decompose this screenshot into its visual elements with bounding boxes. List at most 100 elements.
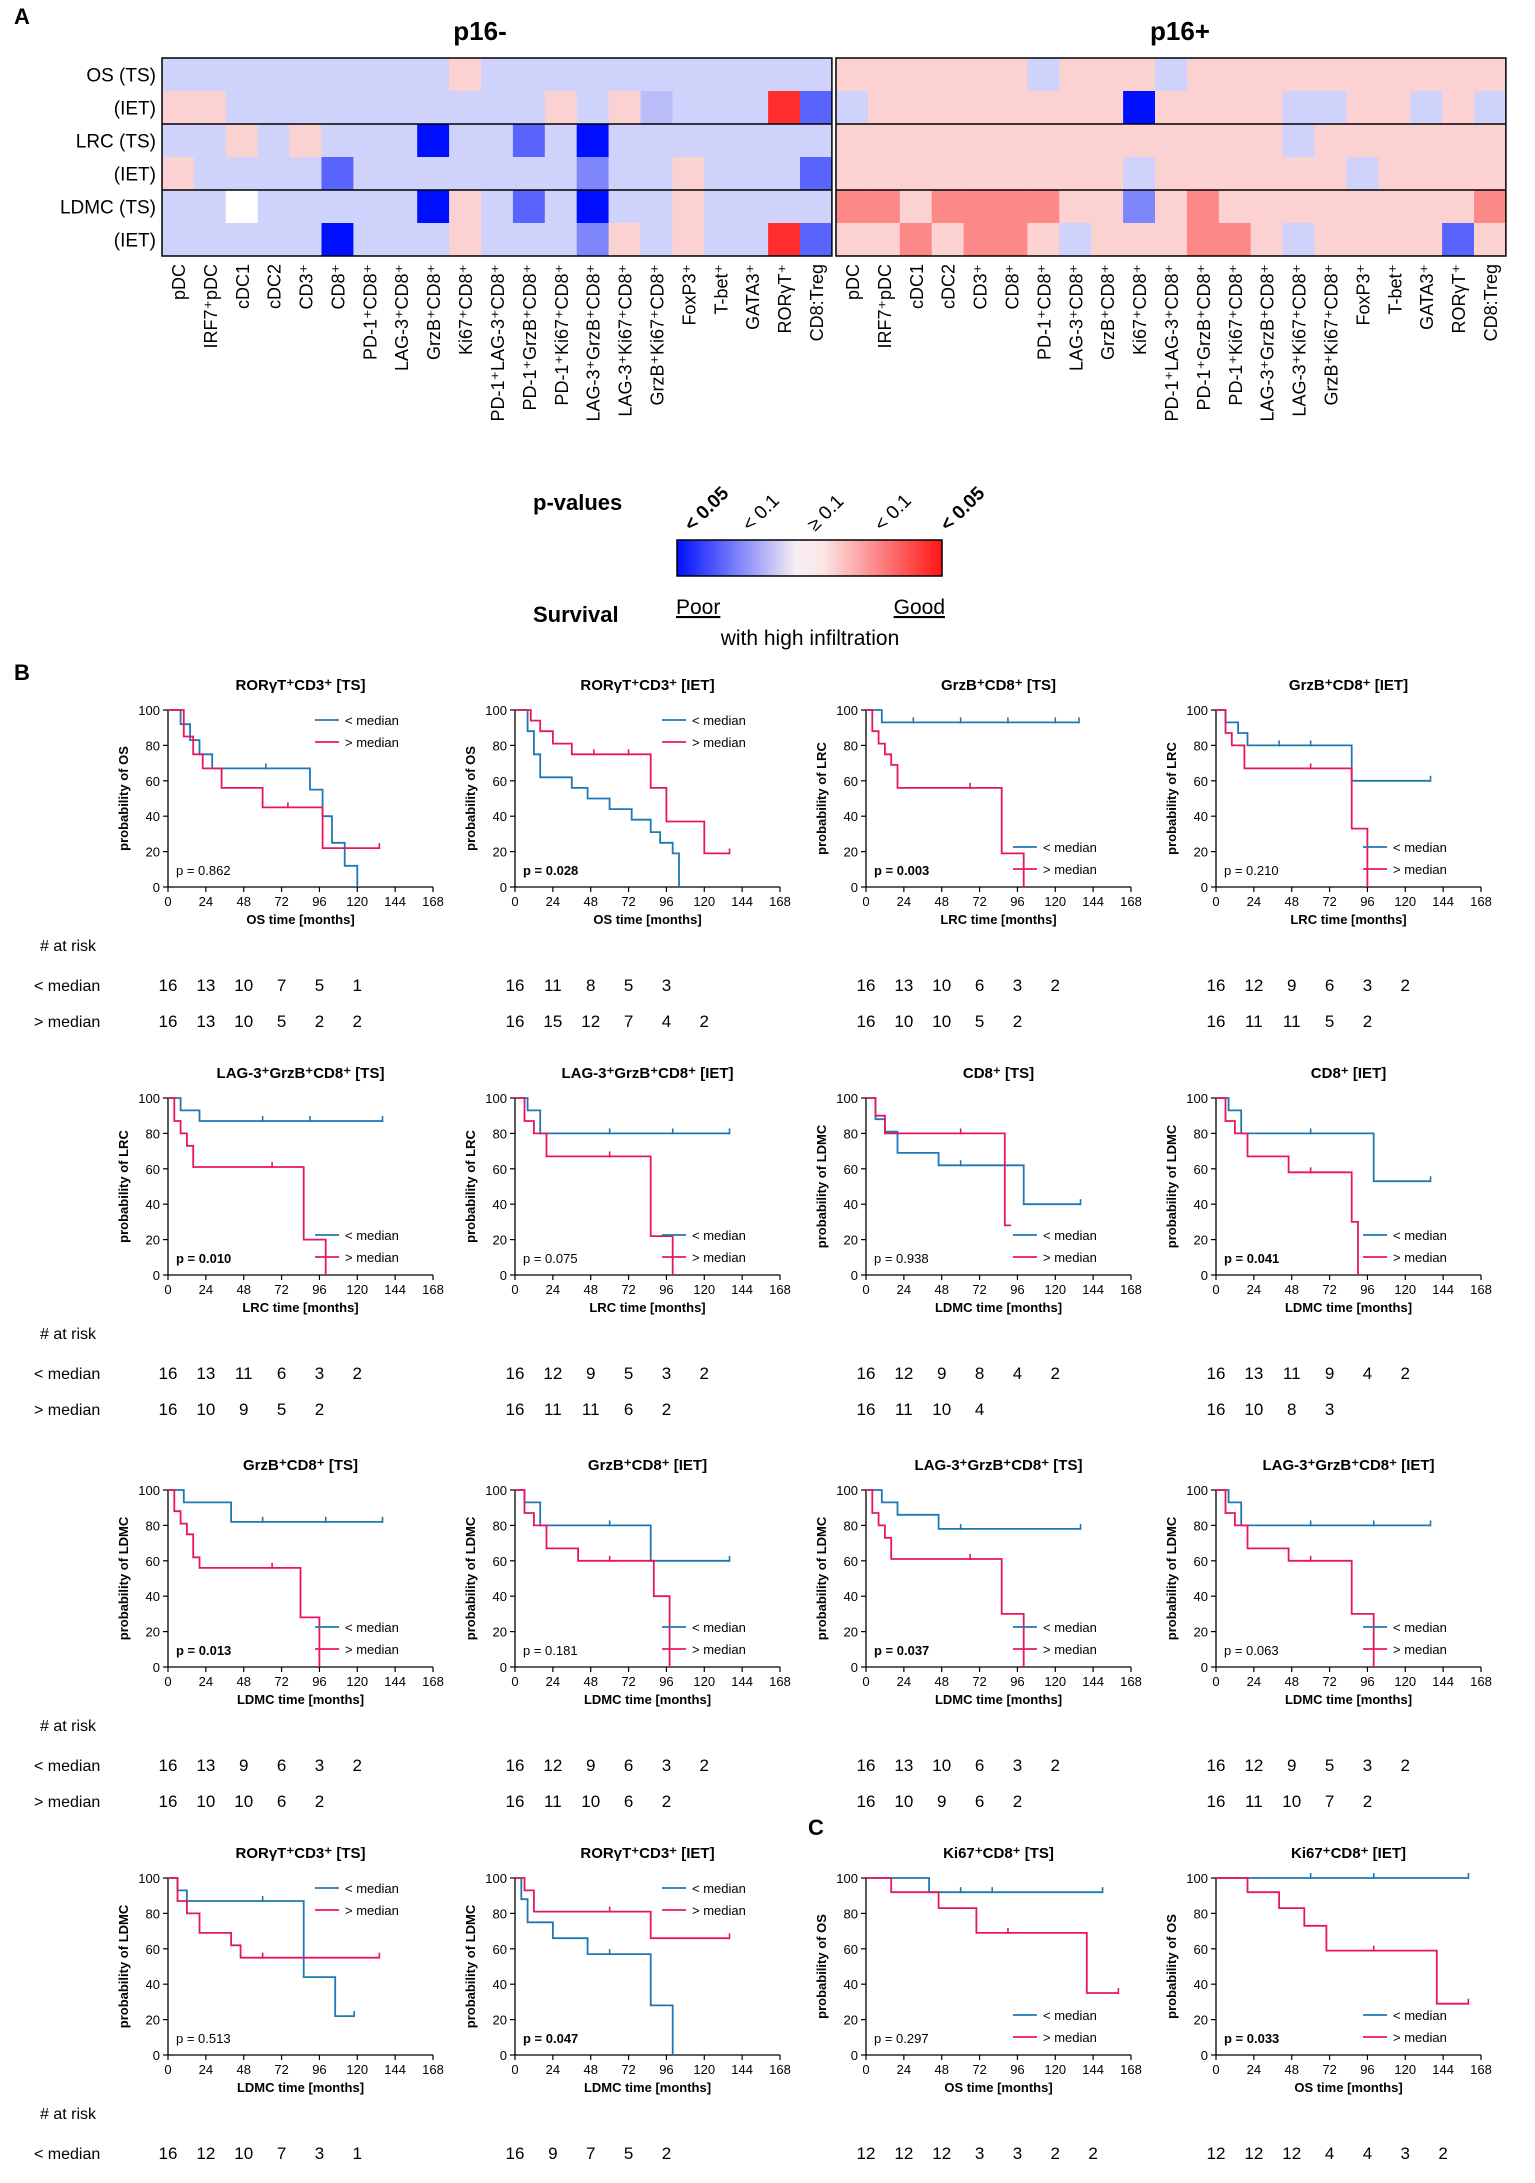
heatmap-column-label: IRF7⁺pDC (201, 264, 221, 349)
heatmap-cell (931, 223, 964, 257)
risk-count: 4 (1013, 1364, 1022, 1383)
risk-count: 2 (1051, 976, 1060, 995)
heatmap-cell (1123, 91, 1156, 125)
y-tick-label: 100 (836, 1871, 858, 1886)
risk-count: 2 (1013, 1792, 1022, 1811)
km-curve (866, 1877, 1103, 1894)
y-tick-label: 40 (493, 1197, 507, 1212)
y-tick-label: 40 (844, 1197, 858, 1212)
y-tick-label: 100 (836, 1091, 858, 1106)
y-axis-label: probability of LRC (1164, 742, 1179, 855)
heatmap-cell (1474, 58, 1507, 92)
heatmap-column-label: CD3⁺ (971, 264, 991, 310)
heatmap-cell (576, 223, 609, 257)
x-tick-label: 120 (1394, 1674, 1416, 1689)
km-curve (866, 1489, 1025, 1667)
x-tick-label: 72 (274, 894, 288, 909)
heatmap-cell (1474, 124, 1507, 158)
heatmap-cell (899, 58, 932, 92)
risk-count: 3 (662, 1756, 671, 1775)
heatmap-cell (1091, 223, 1124, 257)
km-curve (168, 1877, 355, 2017)
risk-count: 16 (857, 1364, 876, 1383)
y-axis-label: probability of LRC (463, 1130, 478, 1243)
heatmap-cell (1123, 223, 1156, 257)
risk-count: 12 (894, 2180, 913, 2183)
heatmap-cell (1282, 124, 1315, 158)
km-title: Ki67⁺CD8⁺ [IET] (1291, 1845, 1406, 1862)
y-tick-label: 40 (1194, 1197, 1208, 1212)
risk-count: 2 (1401, 1756, 1410, 1775)
p-value: p = 0.297 (874, 2031, 929, 2046)
km-curve (1216, 709, 1431, 782)
y-axis-label: probability of LDMC (116, 1516, 131, 1640)
heatmap-cell (640, 190, 673, 224)
x-tick-label: 48 (583, 1674, 597, 1689)
at-risk-label: # at risk (40, 1718, 97, 1735)
heatmap-cell (1091, 91, 1124, 125)
heatmap-cell (193, 58, 227, 92)
risk-count: 4 (1363, 2144, 1372, 2163)
risk-count: 16 (1207, 1364, 1226, 1383)
x-axis-label: LRC time [months] (242, 1300, 358, 1315)
heatmap-cell (385, 58, 418, 92)
heatmap-cell (449, 124, 482, 158)
heatmap-cell (1442, 91, 1475, 125)
km-curve (515, 1097, 674, 1275)
risk-count: 13 (1244, 1364, 1263, 1383)
heatmap-column-label: IRF7⁺pDC (875, 264, 895, 349)
y-tick-label: 60 (844, 1554, 858, 1569)
heatmap-cell (931, 58, 964, 92)
heatmap-cell (289, 91, 322, 125)
x-tick-label: 96 (1360, 2062, 1374, 2077)
heatmap-column-label: GrzB⁺Ki67⁺CD8⁺ (648, 264, 668, 406)
km-curve (866, 709, 1079, 724)
x-tick-label: 24 (1247, 1674, 1261, 1689)
p-value: p = 0.013 (176, 1643, 231, 1658)
heatmap-column-label: CD8:Treg (807, 264, 827, 341)
heatmap-cell (1410, 190, 1443, 224)
x-tick-label: 168 (1470, 1282, 1492, 1297)
risk-count: 16 (857, 1400, 876, 1419)
heatmap-cell (193, 124, 227, 158)
heatmap-cell (768, 58, 801, 92)
x-tick-label: 144 (731, 1674, 753, 1689)
risk-count: 9 (239, 1400, 248, 1419)
heatmap-cell (963, 124, 996, 158)
heatmap-cell (867, 190, 901, 224)
risk-count: 5 (1325, 1756, 1334, 1775)
heatmap-cell (162, 91, 195, 125)
heatmap-cell (289, 58, 322, 92)
heatmap-cell (1155, 223, 1188, 257)
heatmap-cell (321, 58, 354, 92)
risk-count: 3 (315, 1756, 324, 1775)
risk-count: 7 (277, 2144, 286, 2163)
risk-count: 12 (1282, 2144, 1301, 2163)
heatmap-cell (800, 157, 833, 191)
risk-count: 11 (1283, 1364, 1301, 1383)
y-tick-label: 80 (844, 738, 858, 753)
y-tick-label: 20 (146, 2013, 160, 2028)
risk-count: 16 (159, 1756, 178, 1775)
heatmap-cell (449, 157, 482, 191)
risk-count: 12 (543, 1364, 562, 1383)
heatmap-cell (481, 157, 514, 191)
x-tick-label: 168 (1470, 2062, 1492, 2077)
heatmap-cell (899, 223, 932, 257)
x-tick-label: 96 (659, 2062, 673, 2077)
y-tick-label: 100 (138, 1483, 160, 1498)
risk-count: 3 (975, 2144, 984, 2163)
x-tick-label: 48 (1284, 894, 1298, 909)
risk-count: 6 (624, 1400, 633, 1419)
heatmap-cell (1410, 157, 1443, 191)
risk-count: 2 (1051, 2144, 1060, 2163)
heatmap-cell (931, 124, 964, 158)
km-plot: LAG-3⁺GrzB⁺CD8⁺ [TS] 0 20 40 60 80 100 0 24 48 72 9… (814, 1457, 1142, 1811)
x-tick-label: 24 (1247, 1282, 1261, 1297)
risk-count: 11 (582, 1400, 600, 1419)
y-tick-label: 0 (851, 2048, 858, 2063)
heatmap-cell (162, 223, 195, 257)
x-tick-label: 120 (346, 2062, 368, 2077)
